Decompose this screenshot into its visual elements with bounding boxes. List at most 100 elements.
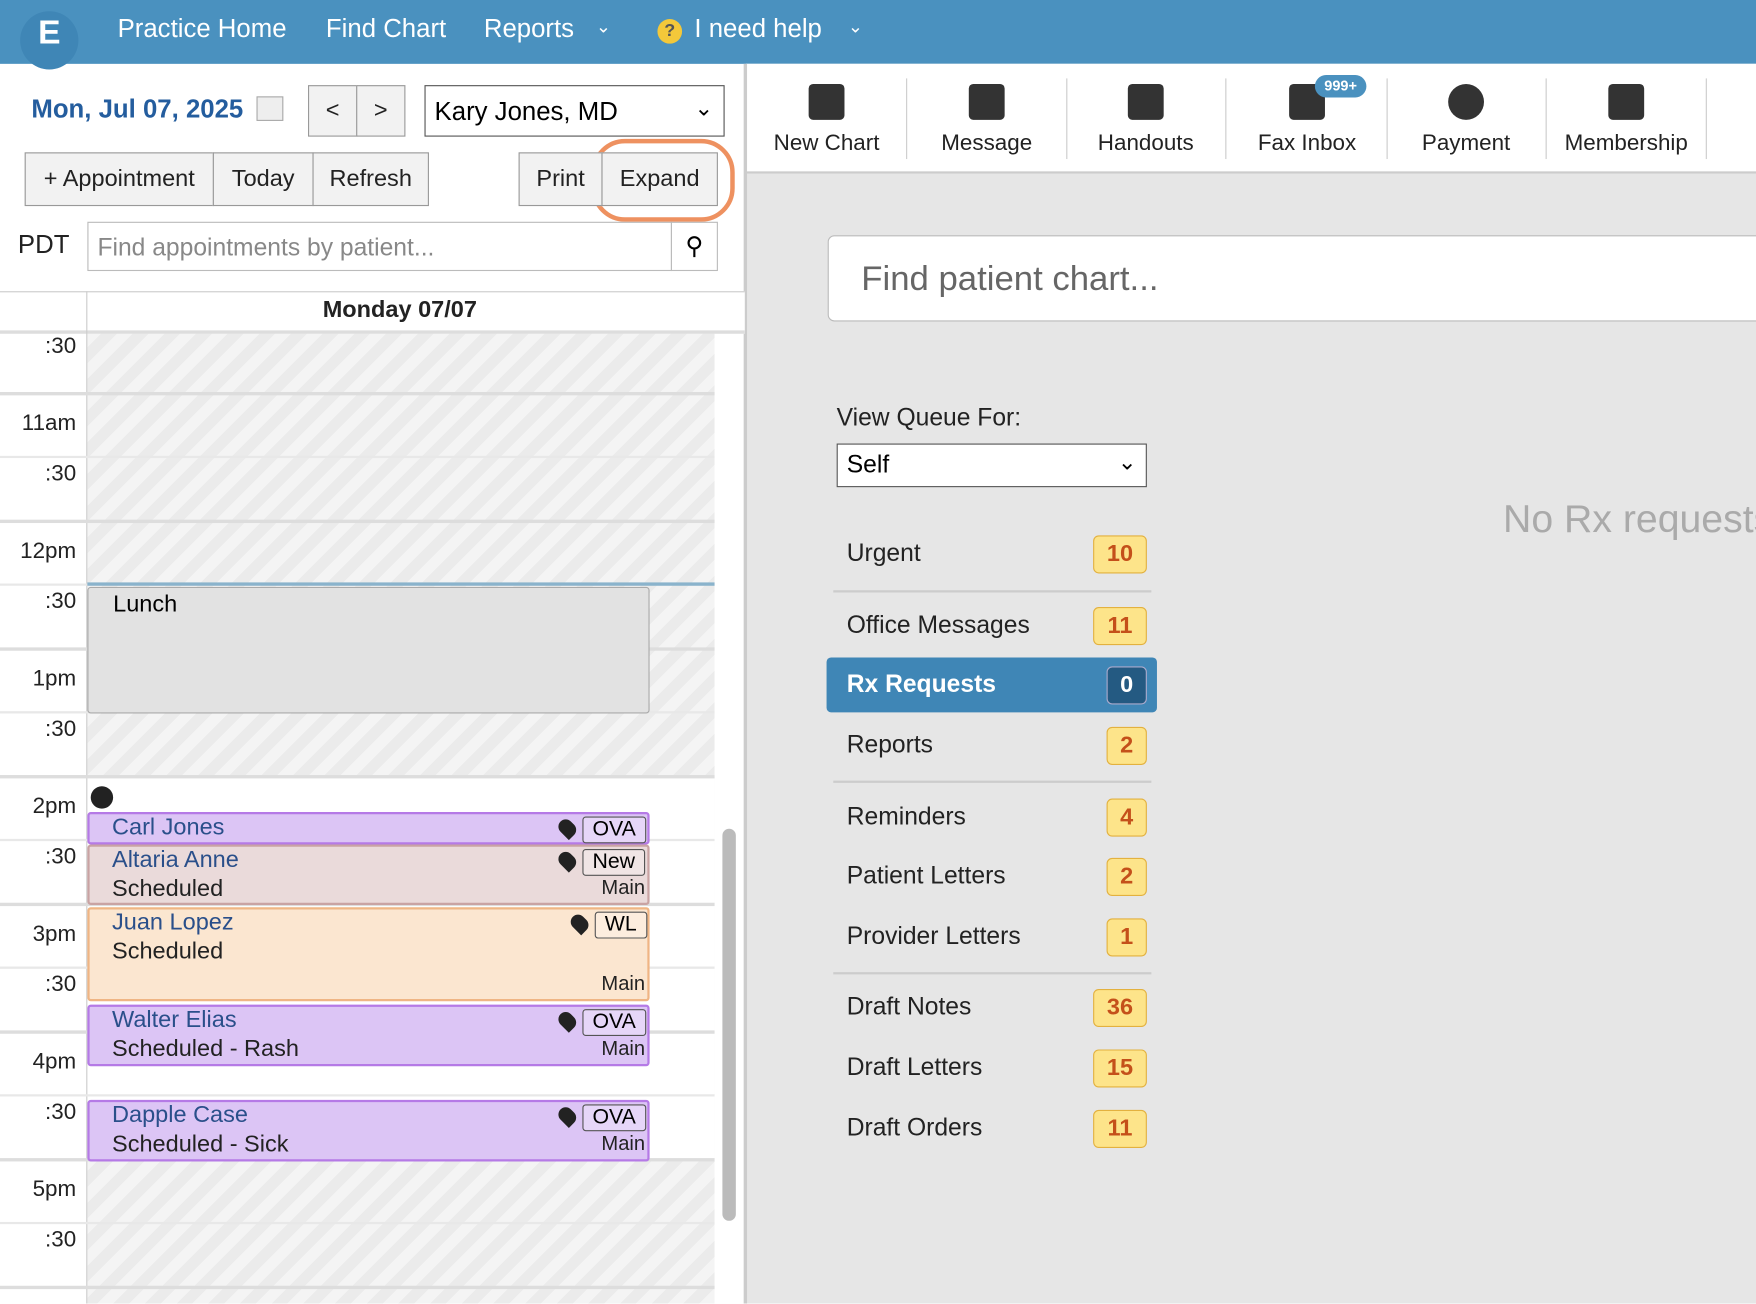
appointment[interactable] <box>87 1004 650 1067</box>
next-button[interactable]: > <box>356 85 406 137</box>
chart-search[interactable]: Find patient chart... <box>827 235 1756 322</box>
patient-name[interactable]: Dapple Case <box>112 1102 248 1128</box>
appointment-tag: OVA <box>582 816 646 844</box>
prev-button[interactable]: < <box>308 85 358 137</box>
toolbar-label[interactable]: Message <box>941 131 1033 156</box>
queue-select[interactable]: Self <box>836 443 1147 488</box>
time-label: :30 <box>45 972 77 997</box>
appointment[interactable] <box>87 1099 650 1162</box>
queue-item[interactable]: Rx Requests <box>846 669 996 698</box>
help-icon: ? <box>657 19 683 44</box>
chevron: ⌄ <box>595 17 611 37</box>
time-label: 2pm <box>32 794 77 819</box>
queue-count: 11 <box>1093 1109 1147 1148</box>
row-line <box>0 1285 715 1290</box>
toolbar-button[interactable]: Expand <box>601 152 718 207</box>
row-line <box>0 392 715 396</box>
appointment-tag: OVA <box>582 1104 646 1132</box>
time-label: 12pm <box>20 538 77 564</box>
time-label: :30 <box>45 589 77 614</box>
toolbar-button[interactable]: + Appointment <box>24 152 214 207</box>
row-line <box>0 1094 715 1097</box>
toolbar-button[interactable]: Print <box>518 152 603 207</box>
divider <box>743 63 748 1304</box>
date[interactable]: Mon, Jul 07, 2025 <box>31 94 244 124</box>
toolbar-separator <box>906 78 908 160</box>
nav-item[interactable]: Practice Home <box>117 13 287 43</box>
toolbar-button[interactable]: Today <box>212 152 314 207</box>
toolbar-label[interactable]: Handouts <box>1097 131 1194 156</box>
toolbar-label[interactable]: Membership <box>1564 131 1688 156</box>
queue-item[interactable]: Provider Letters <box>846 921 1021 950</box>
queue-count: 11 <box>1093 607 1147 646</box>
toolbar-separator <box>1225 78 1227 160</box>
appointment-location: Main <box>601 875 646 899</box>
appointment-status: Scheduled - Rash <box>112 1036 299 1062</box>
queue-count: 15 <box>1093 1049 1147 1088</box>
time-label: :30 <box>45 333 77 359</box>
day-header: Monday 07/07 <box>322 296 477 323</box>
patient-name[interactable]: Juan Lopez <box>112 909 234 936</box>
time-label: :30 <box>45 461 77 487</box>
queue-selected[interactable] <box>826 657 1157 713</box>
queue-count: 1 <box>1106 918 1147 957</box>
chevron: ⌄ <box>847 17 863 37</box>
queue-item[interactable]: Reports <box>846 730 934 759</box>
appointment-tag: WL <box>594 911 647 939</box>
select-chevron: ⌄ <box>1117 450 1137 475</box>
nav-item[interactable]: Reports <box>483 13 575 43</box>
toolbar-icon[interactable] <box>1608 84 1645 120</box>
logo[interactable]: E <box>20 11 79 70</box>
toolbar-icon[interactable] <box>808 84 845 120</box>
calendar-icon <box>256 96 284 121</box>
queue-item[interactable]: Patient Letters <box>846 861 1006 890</box>
toolbar-label[interactable]: Fax Inbox <box>1257 131 1357 156</box>
appointment[interactable] <box>87 812 650 845</box>
toolbar-icon[interactable] <box>1448 84 1484 120</box>
toolbar-icon[interactable] <box>1127 84 1164 120</box>
appointment[interactable] <box>87 844 650 905</box>
queue-count: 2 <box>1106 857 1147 896</box>
provider-select[interactable]: Kary Jones, MD <box>424 85 725 137</box>
toolbar-icon[interactable] <box>968 84 1005 120</box>
timezone: PDT <box>17 229 70 259</box>
appointment[interactable] <box>87 907 650 1002</box>
queue-count: 4 <box>1106 798 1147 837</box>
patient-name[interactable]: Altaria Anne <box>112 846 239 873</box>
appointment-location: Main <box>601 1132 646 1155</box>
queue-item[interactable]: Draft Orders <box>846 1113 983 1142</box>
toolbar-button[interactable]: Refresh <box>312 152 429 207</box>
toolbar-separator <box>1386 78 1388 160</box>
fax-badge: 999+ <box>1314 75 1367 98</box>
row-line <box>0 455 715 459</box>
time-label: :30 <box>45 1099 77 1125</box>
appointment-search[interactable]: Find appointments by patient... <box>87 221 673 272</box>
time-label: :30 <box>45 1227 77 1253</box>
queue-item[interactable]: Urgent <box>846 538 921 567</box>
appointment-status: Scheduled - Sick <box>112 1131 289 1157</box>
time-divider <box>86 291 88 1304</box>
queue-item[interactable]: Office Messages <box>846 610 1030 639</box>
queue-item[interactable]: Draft Letters <box>846 1052 983 1081</box>
nav-item[interactable]: I need help <box>694 13 822 43</box>
appointment-location: Main <box>601 1037 646 1060</box>
pin <box>90 786 114 809</box>
appointment-status: Scheduled <box>112 875 224 902</box>
toolbar-separator <box>1545 78 1547 160</box>
queue-item[interactable]: Draft Notes <box>846 992 972 1021</box>
time-label: :30 <box>45 716 77 742</box>
nav-item[interactable]: Find Chart <box>325 13 447 43</box>
patient-name[interactable]: Walter Elias <box>112 1006 237 1033</box>
appointment-status: Scheduled <box>112 938 224 965</box>
row-line <box>0 775 715 779</box>
toolbar <box>745 63 1756 174</box>
patient-name[interactable]: Carl Jones <box>112 814 225 840</box>
empty-message: No Rx requests <box>1503 497 1756 541</box>
search-button[interactable]: ⚲ <box>670 221 718 272</box>
queue-item[interactable]: Reminders <box>846 801 966 830</box>
toolbar-label[interactable]: New Chart <box>773 131 880 156</box>
queue-separator <box>833 780 1152 783</box>
toolbar-label[interactable]: Payment <box>1421 131 1511 156</box>
scrollbar[interactable] <box>722 828 736 1221</box>
